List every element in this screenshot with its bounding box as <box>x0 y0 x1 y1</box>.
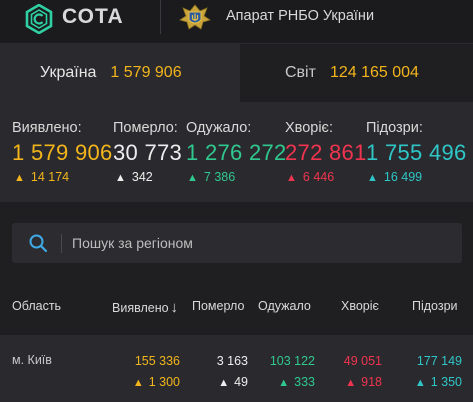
cell-suspected-delta-value: 1 350 <box>430 375 462 389</box>
cell-deaths-delta-value: 49 <box>234 375 248 389</box>
tab-world-value: 124 165 004 <box>329 64 419 81</box>
cell-deaths: 3 163 <box>216 354 248 368</box>
table-row[interactable]: м. Київ 155 336 ▲ 1 300 3 163 ▲ 49 103 122… <box>0 335 473 402</box>
stat-detected-label: Виявлено: <box>12 120 82 136</box>
arrow-up-icon: ▲ <box>218 377 230 389</box>
stat-sick-delta-value: 6 446 <box>302 170 335 184</box>
cell-recovered-delta: ▲ 333 <box>278 375 315 389</box>
search-input[interactable] <box>72 223 452 263</box>
stat-recovered-delta: ▲ 7 386 <box>187 170 235 184</box>
stat-deaths-label: Померло: <box>113 120 178 136</box>
column-header-recovered[interactable]: Одужало <box>258 299 311 313</box>
cell-sick: 49 051 <box>343 354 382 368</box>
arrow-up-icon: ▲ <box>14 172 25 184</box>
summary-stats: Виявлено: 1 579 906 ▲ 14 174 Померло: 30 … <box>0 102 473 202</box>
cell-suspected-delta: ▲ 1 350 <box>415 375 462 389</box>
arrow-up-icon: ▲ <box>132 377 144 389</box>
cell-sick-delta: ▲ 918 <box>345 375 382 389</box>
column-header-region[interactable]: Область <box>12 299 62 313</box>
tab-world-label: Світ <box>285 64 316 81</box>
cell-detected-delta-value: 1 300 <box>148 375 180 389</box>
arrow-up-icon: ▲ <box>414 377 426 389</box>
stat-deaths-delta: ▲ 342 <box>115 170 153 184</box>
cell-detected: 155 336 <box>134 354 180 368</box>
search-divider <box>61 234 62 253</box>
stat-suspected-delta: ▲ 16 499 <box>367 170 422 184</box>
cell-region: м. Київ <box>12 353 52 367</box>
cell-detected-delta: ▲ 1 300 <box>133 375 180 389</box>
brand-name[interactable]: СОТА <box>62 5 124 28</box>
tab-ukraine-value: 1 579 906 <box>110 64 182 81</box>
stat-suspected-value: 1 755 496 <box>366 140 467 165</box>
stat-sick-label: Хворіє: <box>285 120 333 136</box>
stat-detected-value: 1 579 906 <box>12 140 113 165</box>
stat-suspected-label: Підозри: <box>366 120 423 136</box>
stat-suspected-delta-value: 16 499 <box>383 170 423 184</box>
region-tabs: Україна 1 579 906 Світ 124 165 004 <box>0 44 473 102</box>
stat-recovered-value: 1 276 272 <box>186 140 287 165</box>
arrow-up-icon: ▲ <box>278 377 290 389</box>
arrow-up-icon: ▲ <box>367 172 378 184</box>
cell-recovered: 103 122 <box>269 354 315 368</box>
arrow-up-icon: ▲ <box>286 172 297 184</box>
sort-down-icon: ↓ <box>170 299 179 316</box>
stat-recovered-delta-value: 7 386 <box>203 170 236 184</box>
tab-ukraine[interactable]: Україна 1 579 906 <box>0 44 240 102</box>
stat-detected-delta: ▲ 14 174 <box>14 170 69 184</box>
region-search <box>12 223 462 263</box>
arrow-up-icon: ▲ <box>345 377 357 389</box>
org-name: Апарат РНБО України <box>226 8 375 24</box>
stat-detected-delta-value: 14 174 <box>30 170 70 184</box>
arrow-up-icon: ▲ <box>187 172 198 184</box>
column-header-sick[interactable]: Хворіє <box>341 299 379 313</box>
cell-suspected: 177 149 <box>416 354 462 368</box>
column-header-deaths[interactable]: Померло <box>192 299 245 313</box>
column-header-detected-label: Виявлено <box>112 301 169 315</box>
cota-logo-icon[interactable] <box>24 4 54 34</box>
arrow-up-icon: ▲ <box>115 172 126 184</box>
cell-sick-delta-value: 918 <box>361 375 382 389</box>
tab-ukraine-label: Україна <box>40 64 97 81</box>
stat-sick-delta: ▲ 6 446 <box>286 170 334 184</box>
cell-recovered-delta-value: 333 <box>294 375 315 389</box>
tab-world[interactable]: Світ 124 165 004 <box>240 44 473 102</box>
header-divider <box>160 0 161 34</box>
stat-sick-value: 272 861 <box>285 140 367 165</box>
stat-deaths-delta-value: 342 <box>131 170 153 184</box>
app-header: СОТА Апарат РНБО України <box>0 0 473 44</box>
column-header-detected[interactable]: Виявлено ↓ <box>112 299 178 316</box>
rnbo-emblem-icon <box>179 4 211 30</box>
cell-deaths-delta: ▲ 49 <box>218 375 248 389</box>
stat-deaths-value: 30 773 <box>113 140 183 165</box>
column-header-suspected[interactable]: Підозри <box>412 299 458 313</box>
search-icon[interactable] <box>28 233 48 253</box>
stat-recovered-label: Одужало: <box>186 120 252 136</box>
